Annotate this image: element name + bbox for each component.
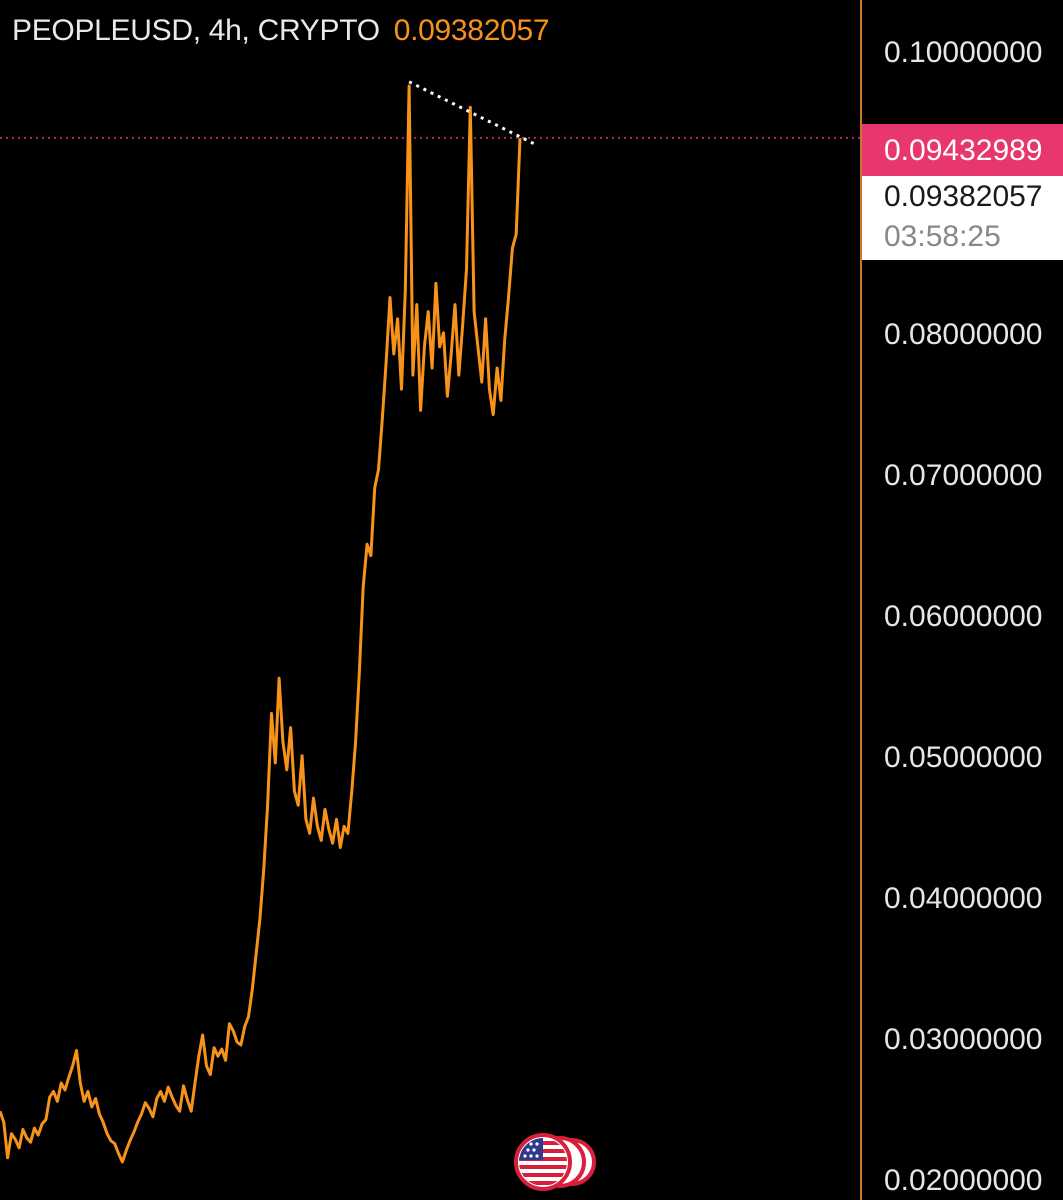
trendline-annotation[interactable] [408,80,539,147]
high-price-badge: 0.09432989 [862,124,1063,176]
y-tick-label: 0.07000000 [884,459,1043,492]
high-price-badge-text: 0.09432989 [884,134,1043,167]
last-price-badge-text: 0.09382057 [884,180,1043,213]
bar-countdown-text: 03:58:25 [884,220,1001,253]
y-tick-label: 0.08000000 [884,318,1043,351]
y-tick-label: 0.03000000 [884,1023,1043,1056]
y-tick-label: 0.04000000 [884,882,1043,915]
header-last-price: 0.09382057 [393,14,550,47]
y-tick-label: 0.02000000 [884,1164,1043,1197]
chart-header[interactable]: PEOPLEUSD, 4h, CRYPTO 0.09382057 [12,14,550,48]
last-price-badge: 0.09382057 03:58:25 [862,176,1063,260]
price-series-line [0,84,522,1164]
price-axis-ticks: 0.10000000 0.08000000 0.07000000 0.06000000… [884,36,1043,1197]
symbol-title: PEOPLEUSD, 4h, CRYPTO [12,14,380,47]
us-flag-icon[interactable] [514,1133,596,1191]
y-tick-label: 0.10000000 [884,36,1043,69]
price-series [0,84,522,1164]
y-tick-label: 0.06000000 [884,600,1043,633]
y-tick-label: 0.05000000 [884,741,1043,774]
